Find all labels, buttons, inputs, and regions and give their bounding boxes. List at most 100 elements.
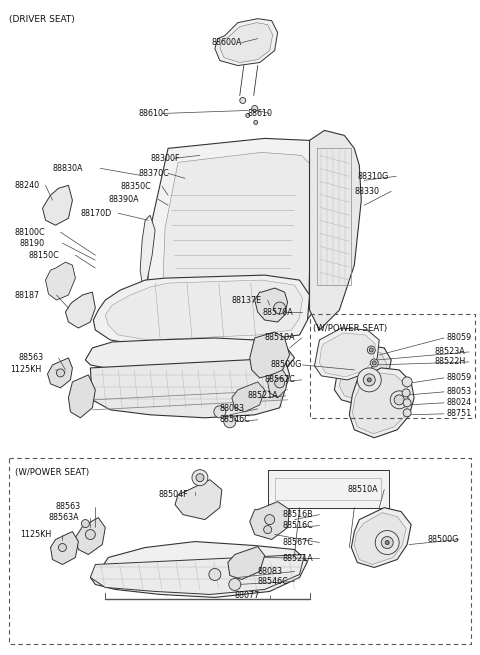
Text: 88510A: 88510A [264, 333, 295, 343]
Text: 88563: 88563 [19, 354, 44, 362]
Text: 88370C: 88370C [138, 169, 169, 178]
Circle shape [370, 359, 378, 367]
Text: 88510A: 88510A [348, 485, 378, 494]
Polygon shape [339, 350, 387, 400]
Circle shape [357, 368, 381, 392]
Circle shape [85, 530, 96, 540]
Circle shape [390, 391, 408, 409]
Text: 88830A: 88830A [52, 164, 83, 173]
Polygon shape [352, 373, 409, 434]
Text: 88563: 88563 [56, 502, 81, 511]
Text: 88077: 88077 [235, 591, 260, 600]
Circle shape [57, 369, 64, 377]
Circle shape [394, 395, 404, 405]
Text: 88516B: 88516B [283, 510, 313, 519]
Text: 88100C: 88100C [15, 228, 45, 236]
Text: 1125KH: 1125KH [21, 530, 52, 539]
Circle shape [385, 540, 389, 544]
Polygon shape [90, 542, 308, 597]
Polygon shape [140, 215, 155, 290]
Text: 1125KH: 1125KH [11, 365, 42, 375]
Circle shape [363, 374, 375, 386]
Polygon shape [354, 513, 406, 565]
Circle shape [59, 544, 66, 552]
Text: 88330: 88330 [354, 187, 379, 196]
Text: 88522H: 88522H [434, 358, 465, 366]
Text: 88516C: 88516C [283, 521, 313, 530]
Polygon shape [90, 555, 304, 595]
Circle shape [224, 416, 236, 428]
Polygon shape [69, 375, 96, 418]
Polygon shape [255, 288, 288, 322]
Circle shape [254, 121, 258, 124]
Text: 88751: 88751 [447, 409, 472, 419]
Polygon shape [310, 130, 361, 330]
Polygon shape [175, 479, 222, 519]
Text: 88083: 88083 [258, 567, 283, 576]
Text: 88567C: 88567C [283, 538, 313, 547]
Text: 88546C: 88546C [258, 577, 288, 586]
Text: 88190: 88190 [20, 238, 45, 248]
Circle shape [192, 470, 208, 485]
Text: 88523A: 88523A [434, 347, 465, 356]
Text: (W/POWER SEAT): (W/POWER SEAT) [313, 324, 388, 333]
Polygon shape [250, 332, 289, 378]
Circle shape [375, 531, 399, 555]
Text: 88059: 88059 [447, 333, 472, 343]
Text: 88521A: 88521A [248, 391, 278, 400]
Text: 88300F: 88300F [150, 154, 180, 163]
Polygon shape [232, 382, 264, 412]
Circle shape [402, 389, 410, 397]
Text: 88187: 88187 [15, 291, 40, 299]
Polygon shape [85, 338, 295, 375]
Polygon shape [351, 508, 411, 567]
Circle shape [196, 474, 204, 481]
Polygon shape [314, 328, 379, 380]
Text: 88150C: 88150C [29, 251, 60, 259]
Polygon shape [220, 23, 273, 63]
Circle shape [367, 378, 371, 382]
Polygon shape [320, 333, 375, 377]
Circle shape [240, 98, 246, 103]
Circle shape [246, 113, 250, 117]
Polygon shape [50, 532, 78, 565]
Circle shape [402, 377, 412, 387]
Text: 88240: 88240 [15, 181, 40, 190]
Text: 88170D: 88170D [80, 209, 112, 217]
Circle shape [264, 525, 272, 534]
Circle shape [372, 361, 376, 365]
Polygon shape [93, 275, 310, 345]
Circle shape [274, 302, 286, 314]
Circle shape [82, 519, 89, 527]
Polygon shape [43, 185, 72, 225]
Text: 88350C: 88350C [120, 182, 151, 191]
Text: 88059: 88059 [447, 373, 472, 383]
Polygon shape [90, 358, 289, 418]
Circle shape [367, 346, 375, 354]
Text: 88390A: 88390A [108, 195, 139, 204]
Text: 88500G: 88500G [271, 360, 302, 369]
Circle shape [264, 515, 275, 525]
Polygon shape [268, 370, 288, 398]
Text: 88567C: 88567C [264, 375, 296, 384]
Circle shape [369, 348, 373, 352]
Circle shape [229, 578, 241, 590]
Text: 88504F: 88504F [158, 490, 188, 499]
Circle shape [403, 399, 411, 407]
Polygon shape [46, 262, 75, 300]
Polygon shape [268, 470, 389, 508]
Text: 88053: 88053 [447, 387, 472, 396]
Text: 88610: 88610 [248, 109, 273, 118]
Text: (W/POWER SEAT): (W/POWER SEAT) [15, 468, 89, 477]
Circle shape [252, 105, 258, 111]
Circle shape [275, 378, 285, 388]
Polygon shape [105, 280, 302, 340]
Text: 88570A: 88570A [263, 308, 293, 316]
Text: 88610C: 88610C [138, 109, 169, 118]
Text: 88563A: 88563A [48, 513, 79, 522]
Text: 88600A: 88600A [212, 38, 242, 47]
Text: 88024: 88024 [447, 398, 472, 407]
Polygon shape [160, 153, 314, 335]
Polygon shape [335, 345, 391, 405]
Polygon shape [48, 358, 72, 388]
